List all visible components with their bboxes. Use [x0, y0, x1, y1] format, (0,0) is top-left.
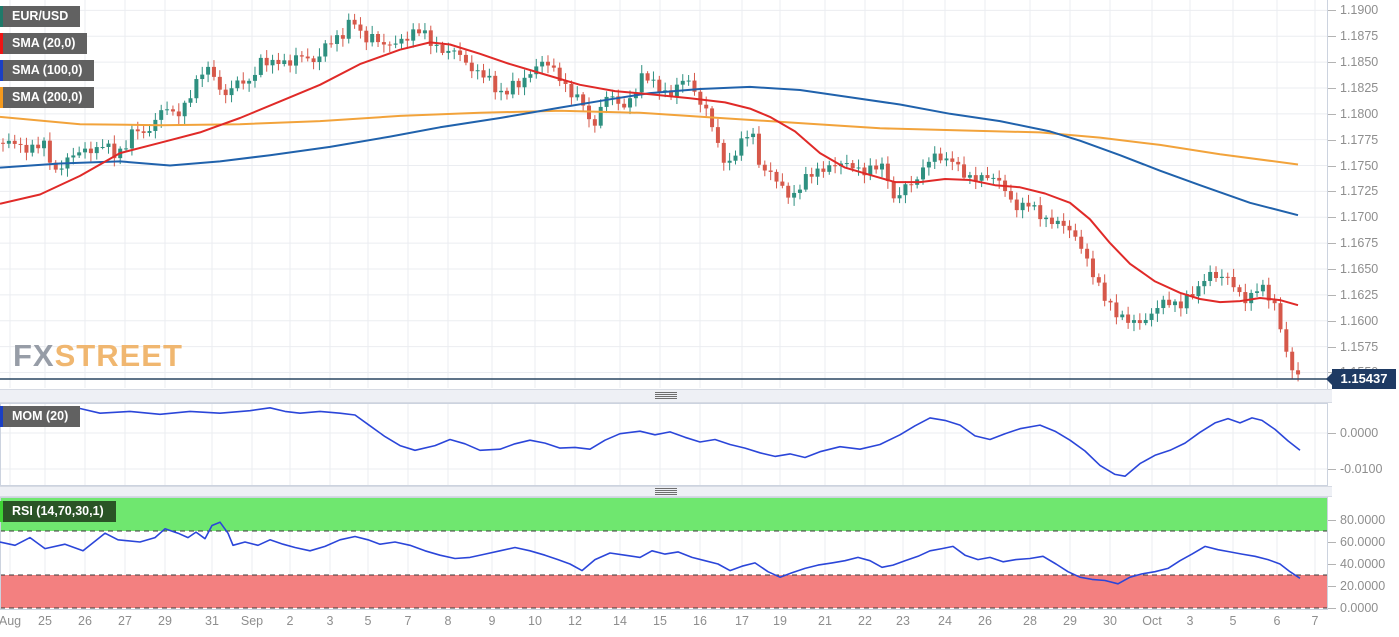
- rsi-legend[interactable]: RSI (14,70,30,1): [0, 501, 116, 522]
- rsi-accent-bar: [0, 501, 3, 522]
- axis-price-label: 1.1675: [1340, 236, 1379, 251]
- fxstreet-watermark-street: STREET: [54, 338, 183, 373]
- axis-price-label: 1.1600: [1340, 313, 1379, 328]
- axis-date-label: 3: [1186, 614, 1194, 628]
- axis-date-label: 5: [1229, 614, 1237, 628]
- axis-date-label: 23: [896, 614, 910, 628]
- mom-legend[interactable]: MOM (20): [0, 406, 81, 427]
- axis-date-label: 27: [118, 614, 132, 628]
- axis-date-label: 5: [364, 614, 372, 628]
- sma100-legend[interactable]: SMA (100,0): [0, 60, 95, 81]
- sma200-legend-label: SMA (200,0): [12, 90, 83, 104]
- axis-price-label: 1.1750: [1340, 158, 1379, 173]
- main-chart-panel[interactable]: [0, 0, 1332, 389]
- axis-date-label: Aug: [0, 614, 22, 628]
- axis-price-label: 1.1775: [1340, 132, 1379, 147]
- axis-date-label: 14: [613, 614, 627, 628]
- axis-date-label: 29: [158, 614, 172, 628]
- axis-date-label: 9: [488, 614, 496, 628]
- axis-price-label: 0.0000: [1340, 426, 1379, 440]
- current-price-badge: 1.15437: [1326, 368, 1396, 389]
- axis-price-label: 1.1900: [1340, 3, 1379, 18]
- sma20-legend-label: SMA (20,0): [12, 36, 76, 50]
- axis-price-label: 1.1625: [1340, 287, 1379, 302]
- axis-price-label: 1.1650: [1340, 262, 1379, 276]
- rsi-panel[interactable]: [0, 497, 1332, 610]
- axis-date-label: 26: [78, 614, 92, 628]
- axis-price-label: 0.0000: [1340, 601, 1379, 615]
- axis-price-label: 1.1875: [1340, 29, 1379, 44]
- candlestick-plot[interactable]: [0, 0, 1332, 389]
- symbol-legend[interactable]: EUR/USD: [0, 6, 81, 27]
- axis-price-label: 1.1725: [1340, 184, 1379, 199]
- sma200-legend[interactable]: SMA (200,0): [0, 87, 95, 108]
- symbol-legend-label: EUR/USD: [12, 9, 69, 23]
- axis-date-label: 3: [326, 614, 334, 628]
- symbol-accent-bar: [0, 6, 3, 27]
- axis-price-label: 1.1800: [1340, 106, 1379, 121]
- axis-date-label: 8: [444, 614, 452, 628]
- axis-date-label: 26: [978, 614, 992, 628]
- panel-resize-grip-1[interactable]: [655, 392, 677, 393]
- panel-separator-1: [0, 389, 1332, 403]
- axis-date-label: 19: [773, 614, 787, 628]
- axis-date-label: 29: [1063, 614, 1077, 628]
- axis-date-label: 12: [568, 614, 582, 628]
- axis-price-label: -0.0100: [1340, 462, 1383, 476]
- sma100-legend-label: SMA (100,0): [12, 63, 83, 77]
- axis-date-label: 21: [818, 614, 832, 628]
- axis-date-label: 22: [858, 614, 872, 628]
- axis-date-label: 15: [653, 614, 667, 628]
- axis-date-label: 31: [205, 614, 219, 628]
- axis-price-label: 40.0000: [1340, 557, 1386, 571]
- mom-legend-label: MOM (20): [12, 409, 69, 423]
- sma20-legend[interactable]: SMA (20,0): [0, 33, 88, 54]
- sma200-accent-bar: [0, 87, 3, 108]
- rsi-plot[interactable]: [0, 497, 1332, 610]
- axis-price-label: 60.0000: [1340, 535, 1386, 549]
- axis-price-label: 1.1575: [1340, 339, 1379, 354]
- axis-date-label: 7: [404, 614, 412, 628]
- fxstreet-watermark: FXSTREET: [13, 338, 183, 373]
- axis-date-label: 16: [693, 614, 707, 628]
- panel-resize-grip-2[interactable]: [655, 488, 677, 489]
- axis-date-label: 6: [1273, 614, 1281, 628]
- mom-accent-bar: [0, 406, 3, 427]
- rsi-legend-label: RSI (14,70,30,1): [12, 504, 104, 518]
- axis-date-label: 2: [286, 614, 294, 628]
- axis-date-label: 7: [1311, 614, 1319, 628]
- mom-plot[interactable]: [0, 403, 1332, 487]
- axis-price-label: 1.1700: [1340, 210, 1379, 225]
- fxstreet-watermark-fx: FX: [13, 338, 55, 373]
- axis-price-label: 1.1850: [1340, 55, 1379, 70]
- axis-date-label: 24: [938, 614, 952, 628]
- axis-date-label: 25: [38, 614, 52, 628]
- panel-separator-2: [0, 486, 1332, 497]
- axis-date-label: Sep: [240, 614, 264, 628]
- axis-price-label: 20.0000: [1340, 579, 1386, 593]
- sma20-accent-bar: [0, 33, 3, 54]
- axis-date-label: 10: [528, 614, 542, 628]
- sma100-accent-bar: [0, 60, 3, 81]
- mom-panel[interactable]: [0, 403, 1332, 487]
- axis-date-label: 30: [1103, 614, 1117, 628]
- axis-date-label: 28: [1023, 614, 1037, 628]
- axis-price-label: 80.0000: [1340, 513, 1386, 527]
- axis-date-label: Oct: [1142, 614, 1162, 628]
- axis-price-label: 1.1825: [1340, 80, 1379, 95]
- axis-date-label: 17: [735, 614, 749, 628]
